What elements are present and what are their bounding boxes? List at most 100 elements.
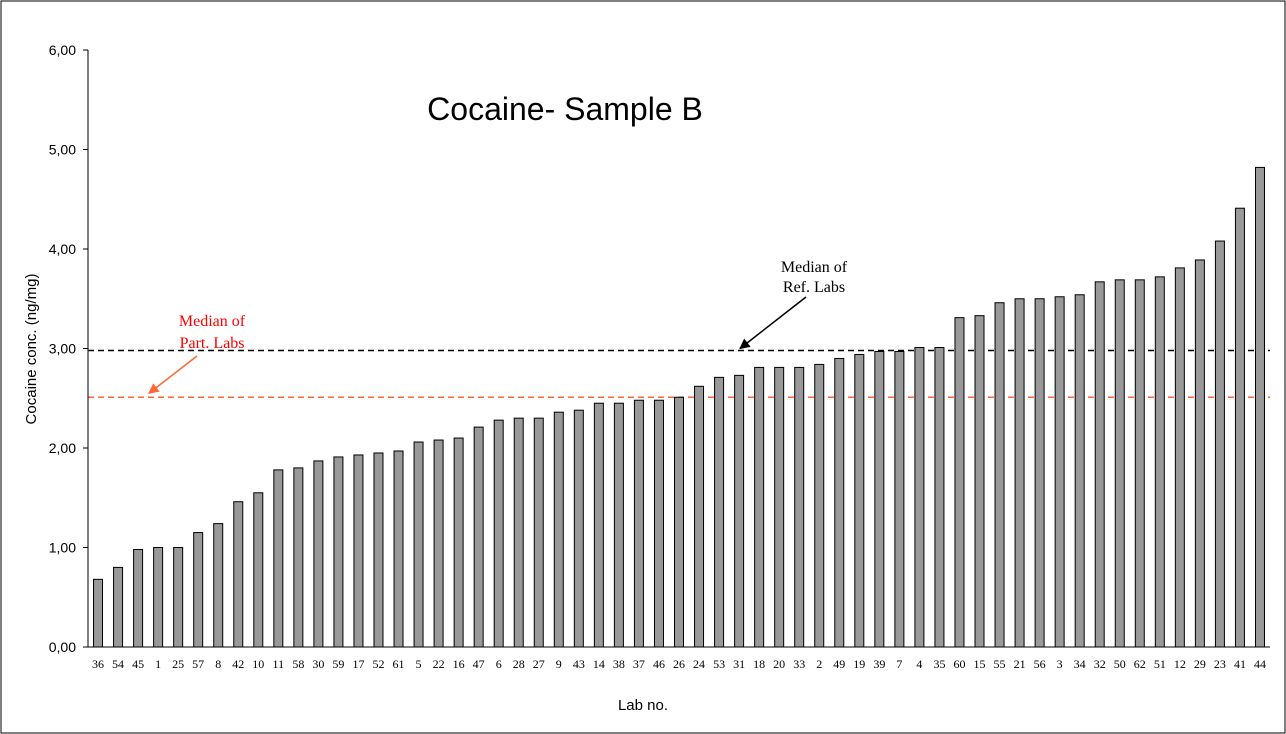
- bar-lab-27: [533, 417, 544, 648]
- x-tick-label: 28: [513, 657, 525, 671]
- bar-lab-11: [273, 469, 284, 648]
- x-tick-label: 42: [232, 657, 244, 671]
- bar-lab-53: [714, 376, 725, 648]
- bar-lab-55: [994, 302, 1005, 648]
- bar-lab-49: [834, 357, 845, 648]
- x-tick-label: 23: [1214, 657, 1226, 671]
- bar-lab-15: [974, 315, 985, 648]
- y-tick-label: 6,00: [49, 42, 76, 58]
- bars: [93, 166, 1265, 648]
- x-tick-label: 33: [793, 657, 805, 671]
- x-tick-label: 53: [713, 657, 725, 671]
- x-tick-label: 4: [916, 657, 922, 671]
- x-tick-label: 58: [292, 657, 304, 671]
- bar-lab-23: [1214, 240, 1225, 648]
- x-tick-label: 44: [1254, 657, 1266, 671]
- ref-median-arrow: [739, 296, 807, 350]
- x-tick-label: 56: [1034, 657, 1046, 671]
- x-tick-label: 15: [974, 657, 986, 671]
- bar-lab-35: [934, 347, 945, 648]
- axes: [83, 49, 1270, 648]
- x-tick-label: 2: [816, 657, 822, 671]
- y-tick-label: 0,00: [49, 639, 76, 655]
- bar-lab-6: [493, 419, 504, 648]
- x-axis-title: Lab no.: [618, 697, 668, 714]
- bar-lab-20: [774, 366, 785, 648]
- x-tick-label: 52: [372, 657, 384, 671]
- bar-lab-60: [954, 317, 965, 648]
- bar-lab-33: [794, 366, 805, 648]
- x-tick-label: 57: [192, 657, 204, 671]
- bar-lab-52: [373, 452, 384, 648]
- bar-lab-24: [694, 385, 705, 648]
- y-tick-label: 4,00: [49, 241, 76, 257]
- bar-lab-62: [1134, 279, 1145, 648]
- x-tick-label: 25: [172, 657, 184, 671]
- x-tick-label: 54: [112, 657, 124, 671]
- bar-lab-4: [914, 347, 925, 648]
- bar-lab-3: [1054, 296, 1065, 648]
- x-tick-label: 45: [132, 657, 144, 671]
- bar-lab-46: [653, 399, 664, 648]
- x-tick-label: 34: [1074, 657, 1086, 671]
- bar-lab-32: [1094, 281, 1105, 648]
- bar-lab-54: [113, 566, 124, 648]
- chart-title: Cocaine- Sample B: [427, 91, 703, 127]
- x-tick-label: 20: [773, 657, 785, 671]
- bar-lab-45: [133, 548, 144, 648]
- bar-lab-39: [874, 350, 885, 648]
- bar-lab-47: [473, 426, 484, 648]
- bar-lab-12: [1174, 267, 1185, 648]
- bar-lab-10: [253, 492, 264, 648]
- bar-lab-31: [734, 374, 745, 648]
- x-tick-label: 18: [753, 657, 765, 671]
- part-median-label: Median of Part. Labs: [179, 313, 246, 352]
- y-tick-label: 2,00: [49, 440, 76, 456]
- x-tick-label: 47: [473, 657, 485, 671]
- bar-lab-37: [633, 399, 644, 648]
- part-median-arrow: [148, 355, 198, 394]
- x-tick-label: 26: [673, 657, 685, 671]
- bar-lab-61: [393, 450, 404, 648]
- bar-lab-51: [1154, 276, 1165, 648]
- y-tick-label: 1,00: [49, 540, 76, 556]
- y-tick-label: 3,00: [49, 341, 76, 357]
- x-tick-label: 49: [833, 657, 845, 671]
- x-tick-label: 32: [1094, 657, 1106, 671]
- x-tick-label: 29: [1194, 657, 1206, 671]
- x-tick-label: 61: [393, 657, 405, 671]
- x-tick-label: 24: [693, 657, 705, 671]
- x-tick-label: 41: [1234, 657, 1246, 671]
- x-tick-label: 37: [633, 657, 645, 671]
- x-tick-label: 8: [215, 657, 221, 671]
- x-tick-label: 59: [332, 657, 344, 671]
- bar-lab-22: [433, 439, 444, 648]
- bar-lab-59: [333, 456, 344, 648]
- bar-lab-34: [1074, 294, 1085, 648]
- bar-lab-28: [513, 417, 524, 648]
- x-tick-label: 3: [1057, 657, 1063, 671]
- bar-lab-25: [173, 547, 184, 648]
- bar-lab-38: [613, 402, 624, 648]
- bar-lab-42: [233, 501, 244, 648]
- x-tick-label: 31: [733, 657, 745, 671]
- x-tick-label: 9: [556, 657, 562, 671]
- x-tick-label: 50: [1114, 657, 1126, 671]
- x-tick-label: 14: [593, 657, 605, 671]
- x-tick-label: 35: [933, 657, 945, 671]
- bar-lab-7: [894, 350, 905, 648]
- x-tick-label: 39: [873, 657, 885, 671]
- x-tick-label: 21: [1014, 657, 1026, 671]
- x-tick-label: 16: [453, 657, 465, 671]
- x-tick-labels: 36 54 45 1 25 57 8 42 10 11 58 30 59 17 52 61 5 22 16 47 6 28…: [92, 657, 1266, 671]
- x-tick-label: 19: [853, 657, 865, 671]
- y-axis-title: Cocaine conc. (ng/mg): [23, 274, 40, 425]
- x-tick-label: 55: [994, 657, 1006, 671]
- x-tick-label: 30: [312, 657, 324, 671]
- x-tick-label: 43: [573, 657, 585, 671]
- bar-lab-8: [213, 523, 224, 648]
- x-tick-label: 22: [433, 657, 445, 671]
- bar-lab-9: [553, 411, 564, 648]
